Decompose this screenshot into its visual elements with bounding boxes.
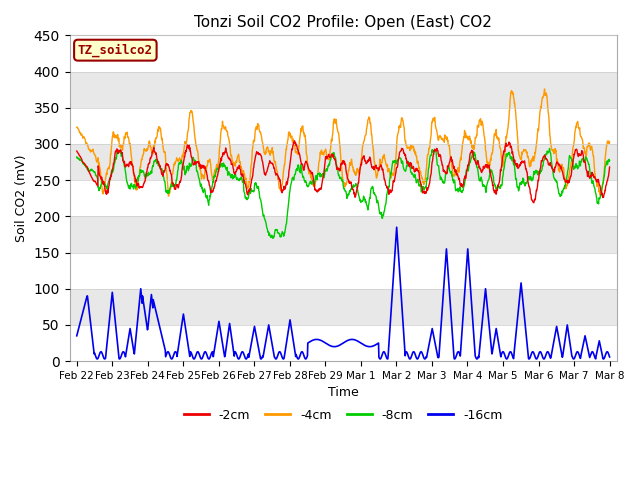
Title: Tonzi Soil CO2 Profile: Open (East) CO2: Tonzi Soil CO2 Profile: Open (East) CO2: [194, 15, 492, 30]
Bar: [70, 252, 617, 289]
Bar: [70, 108, 617, 144]
Text: TZ_soilco2: TZ_soilco2: [78, 44, 153, 57]
Bar: [70, 325, 617, 361]
Bar: [70, 216, 617, 252]
Bar: [70, 36, 617, 72]
Bar: [70, 180, 617, 216]
Bar: [70, 289, 617, 325]
Bar: [70, 72, 617, 108]
Y-axis label: Soil CO2 (mV): Soil CO2 (mV): [15, 155, 28, 242]
Bar: [70, 144, 617, 180]
Legend: -2cm, -4cm, -8cm, -16cm: -2cm, -4cm, -8cm, -16cm: [179, 404, 508, 427]
X-axis label: Time: Time: [328, 386, 358, 399]
